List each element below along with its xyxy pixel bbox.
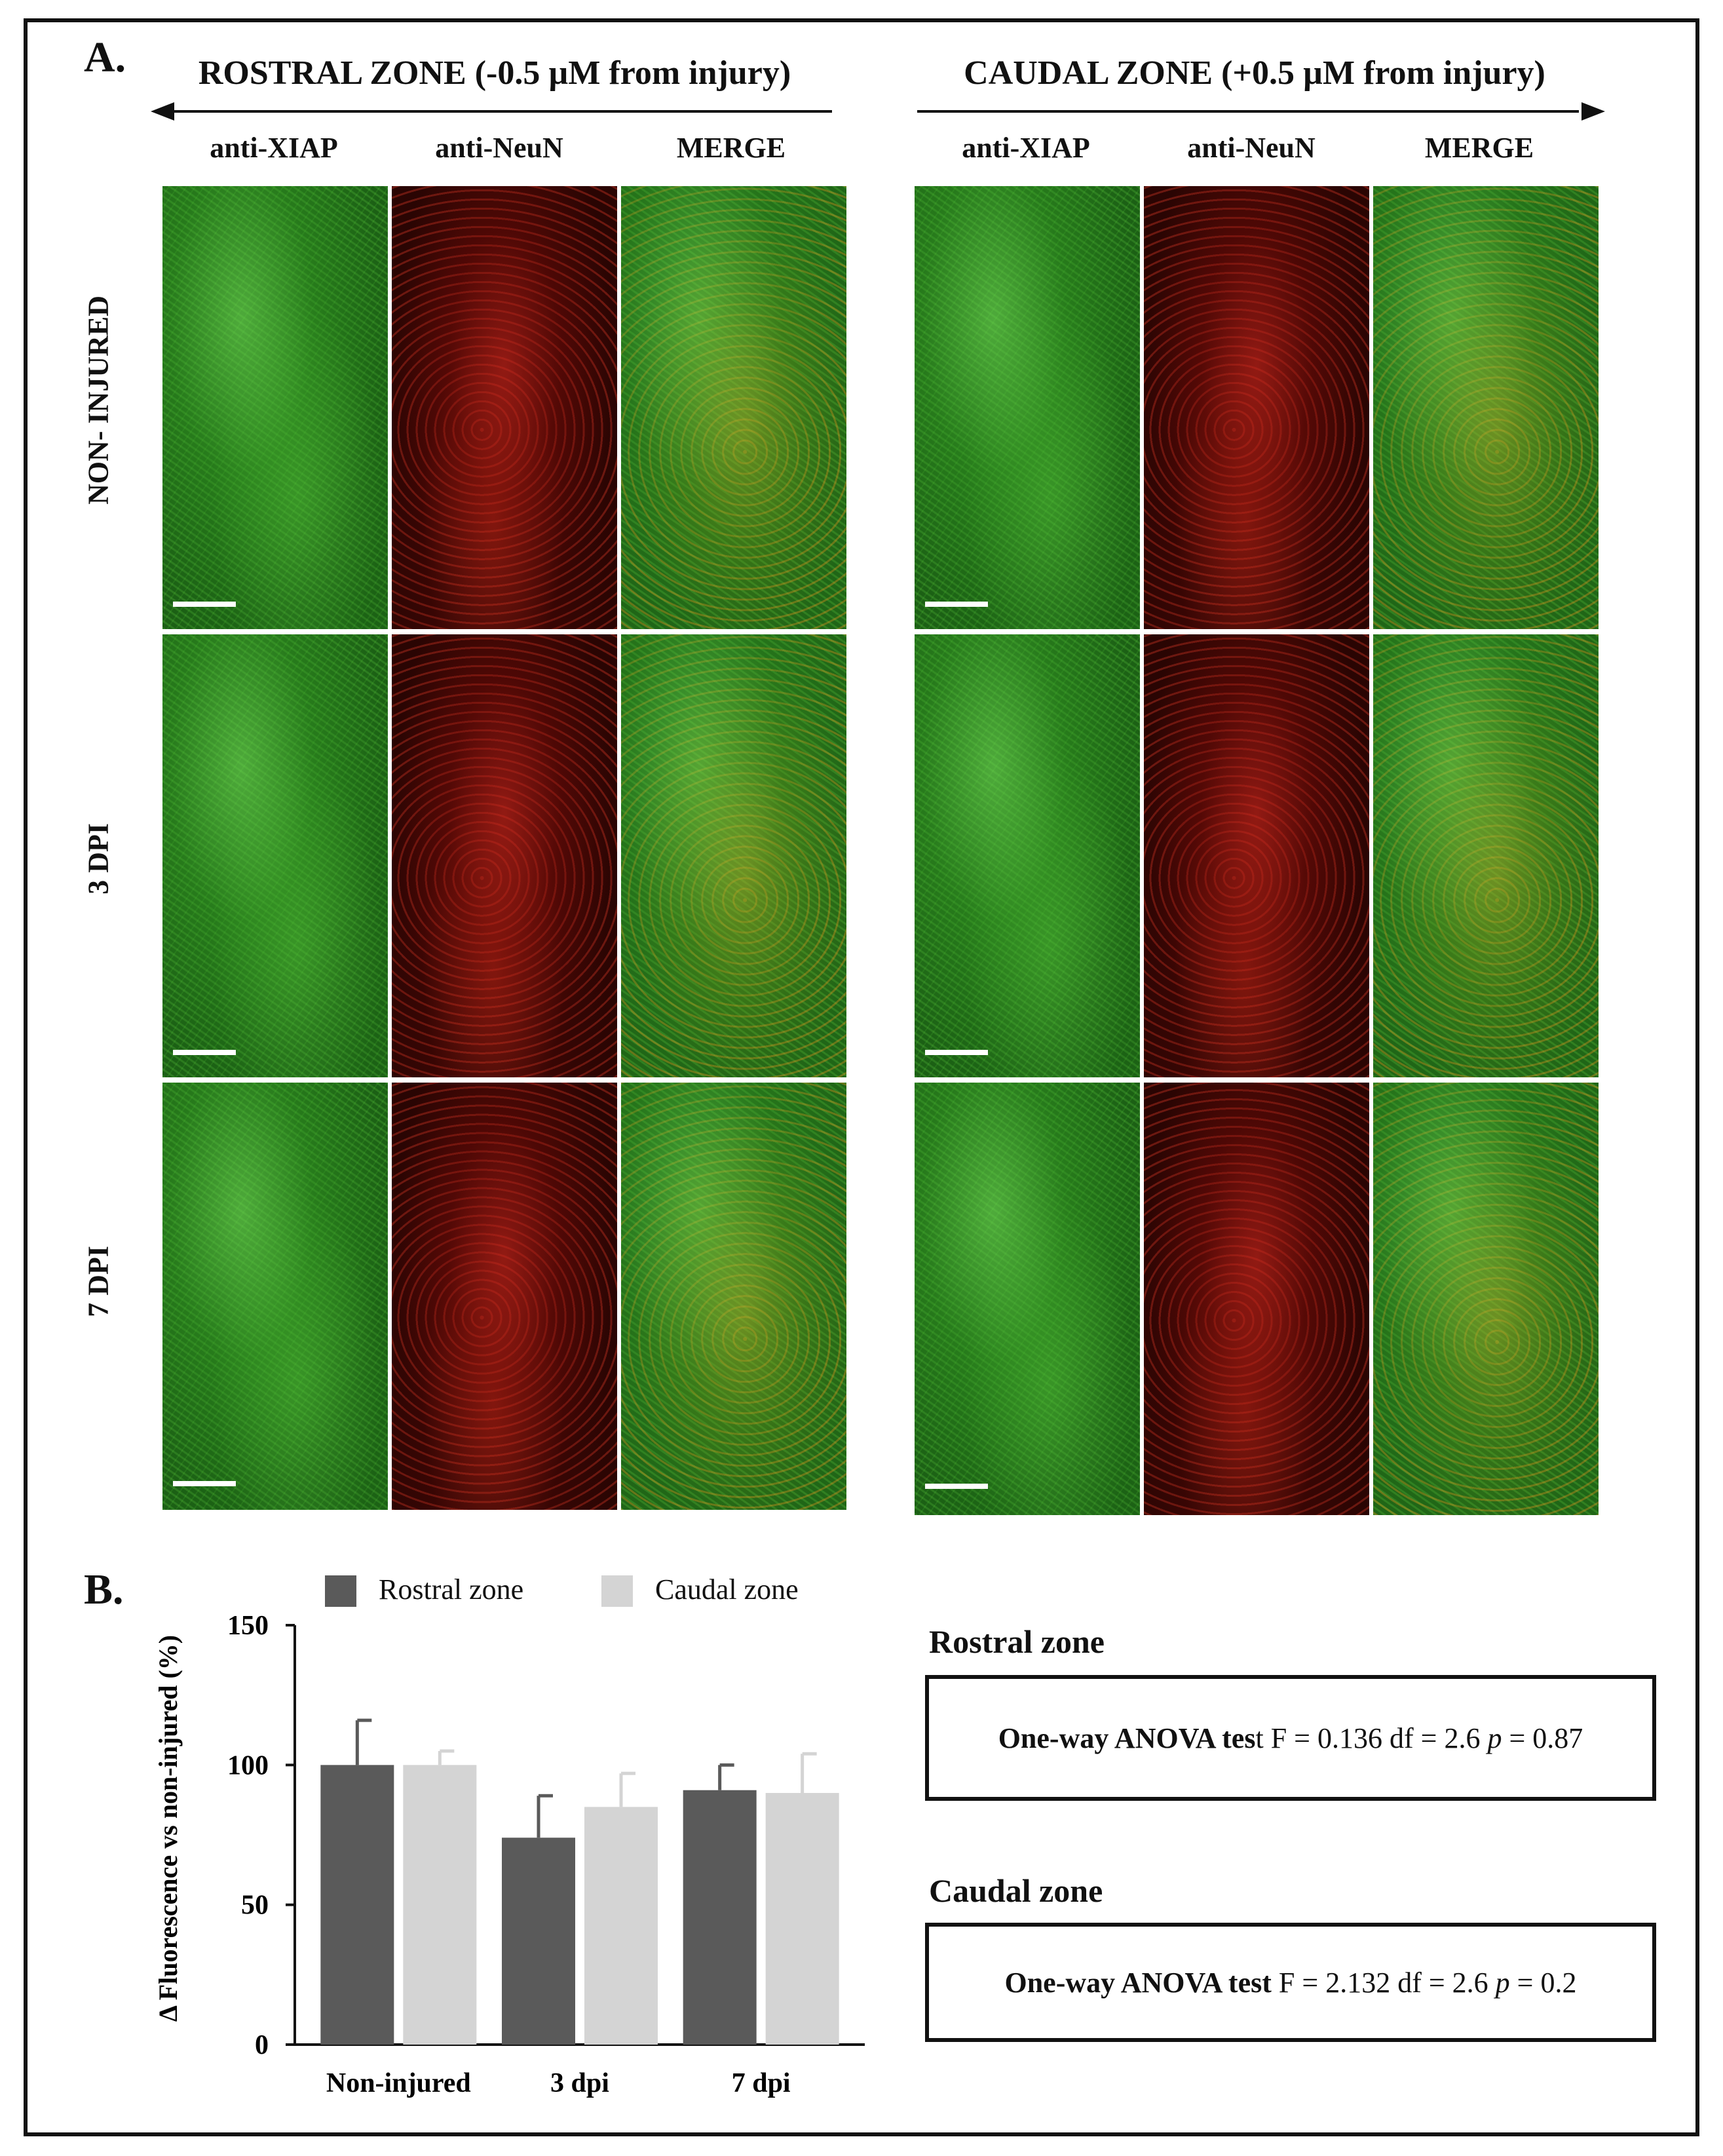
panel-b-letter: B. bbox=[84, 1566, 124, 1613]
rostral-zone-title: ROSTRAL ZONE (-0.5 µM from injury) bbox=[198, 54, 791, 92]
y-axis-label: Δ Fluorescence vs non-injured (%) bbox=[153, 1635, 183, 2022]
stats-rostral-test: One-way ANOVA tes bbox=[998, 1722, 1256, 1754]
y-tick-label: 100 bbox=[227, 1750, 269, 1781]
rostral-arrow bbox=[151, 102, 832, 121]
col-head-rostral-merge: MERGE bbox=[676, 132, 786, 164]
micrograph-rostral-3dpi-merge bbox=[621, 634, 846, 1077]
scale-bar bbox=[925, 602, 988, 607]
micrograph-caudal-7dpi-neun bbox=[1144, 1083, 1369, 1515]
micrograph-rostral-noninjured-neun bbox=[392, 186, 617, 629]
col-head-rostral-neun: anti-NeuN bbox=[435, 132, 563, 164]
y-tick-label: 0 bbox=[255, 2030, 269, 2060]
micrograph-caudal-3dpi-neun bbox=[1144, 634, 1369, 1077]
scale-bar bbox=[173, 1050, 236, 1055]
micrograph-caudal-7dpi-xiap bbox=[915, 1083, 1140, 1515]
micrograph-rostral-7dpi-xiap bbox=[162, 1083, 388, 1510]
scale-bar bbox=[173, 1481, 236, 1486]
figure-frame bbox=[24, 18, 1699, 2136]
stats-rostral-heading: Rostral zone bbox=[929, 1623, 1105, 1660]
legend-label-caudal: Caudal zone bbox=[655, 1573, 799, 1606]
stats-caudal-p-value: = 0.2 bbox=[1509, 1966, 1577, 1999]
stats-rostral-p-value: = 0.87 bbox=[1502, 1722, 1583, 1754]
stats-caudal-test: One-way ANOVA test bbox=[1004, 1966, 1272, 1999]
micrograph-rostral-7dpi-neun bbox=[392, 1083, 617, 1510]
stats-caudal-box: One-way ANOVA test F = 2.132 df = 2.6 p … bbox=[925, 1923, 1656, 2042]
stats-caudal-p-symbol: p bbox=[1495, 1966, 1510, 1999]
x-tick-label: 3 dpi bbox=[550, 2068, 609, 2098]
scale-bar bbox=[925, 1050, 988, 1055]
bar-caudal bbox=[403, 1765, 477, 2045]
stats-rostral-values: t F = 0.136 df = 2.6 bbox=[1255, 1722, 1488, 1754]
scale-bar bbox=[173, 602, 236, 607]
micrograph-rostral-noninjured-xiap bbox=[162, 186, 388, 629]
legend-swatch-caudal bbox=[601, 1575, 633, 1607]
stats-rostral-box: One-way ANOVA test F = 0.136 df = 2.6 p … bbox=[925, 1675, 1656, 1801]
micrograph-caudal-7dpi-merge bbox=[1373, 1083, 1599, 1515]
bar-rostral bbox=[502, 1838, 575, 2045]
micrograph-rostral-3dpi-neun bbox=[392, 634, 617, 1077]
micrograph-rostral-noninjured-merge bbox=[621, 186, 846, 629]
micrograph-caudal-3dpi-xiap bbox=[915, 634, 1140, 1077]
panel-a-letter: A. bbox=[84, 33, 126, 81]
bar-rostral bbox=[320, 1765, 394, 2045]
micrograph-rostral-7dpi-merge bbox=[621, 1083, 846, 1510]
col-head-caudal-neun: anti-NeuN bbox=[1187, 132, 1316, 164]
micrograph-caudal-noninjured-xiap bbox=[915, 186, 1140, 629]
col-head-caudal-merge: MERGE bbox=[1424, 132, 1534, 164]
bar-chart: Δ Fluorescence vs non-injured (%) 0 50 100… bbox=[153, 1611, 865, 2098]
micrograph-caudal-noninjured-neun bbox=[1144, 186, 1369, 629]
bar-caudal bbox=[584, 1807, 658, 2045]
micrograph-caudal-3dpi-merge bbox=[1373, 634, 1599, 1077]
stats-caudal-heading: Caudal zone bbox=[929, 1872, 1103, 1909]
x-tick-label: 7 dpi bbox=[732, 2068, 791, 2098]
legend-swatch-rostral bbox=[325, 1575, 356, 1607]
stats-rostral-p-symbol: p bbox=[1487, 1722, 1502, 1754]
x-tick-label: Non-injured bbox=[326, 2068, 471, 2098]
row-label-3dpi: 3 DPI bbox=[82, 823, 115, 895]
row-label-non-injured: NON- INJURED bbox=[82, 296, 115, 505]
bar-rostral bbox=[683, 1790, 757, 2045]
legend-label-rostral: Rostral zone bbox=[379, 1573, 524, 1606]
row-label-7dpi: 7 DPI bbox=[82, 1246, 115, 1317]
bar-caudal bbox=[765, 1793, 839, 2045]
col-head-rostral-xiap: anti-XIAP bbox=[210, 132, 338, 164]
scale-bar bbox=[925, 1484, 988, 1489]
y-tick-label: 150 bbox=[227, 1611, 269, 1641]
caudal-arrow bbox=[917, 102, 1605, 121]
micrograph-rostral-3dpi-xiap bbox=[162, 634, 388, 1077]
caudal-zone-title: CAUDAL ZONE (+0.5 µM from injury) bbox=[964, 54, 1545, 92]
micrograph-caudal-noninjured-merge bbox=[1373, 186, 1599, 629]
stats-caudal-values: F = 2.132 df = 2.6 bbox=[1271, 1966, 1496, 1999]
col-head-caudal-xiap: anti-XIAP bbox=[962, 132, 1090, 164]
y-tick-label: 50 bbox=[241, 1891, 269, 1921]
